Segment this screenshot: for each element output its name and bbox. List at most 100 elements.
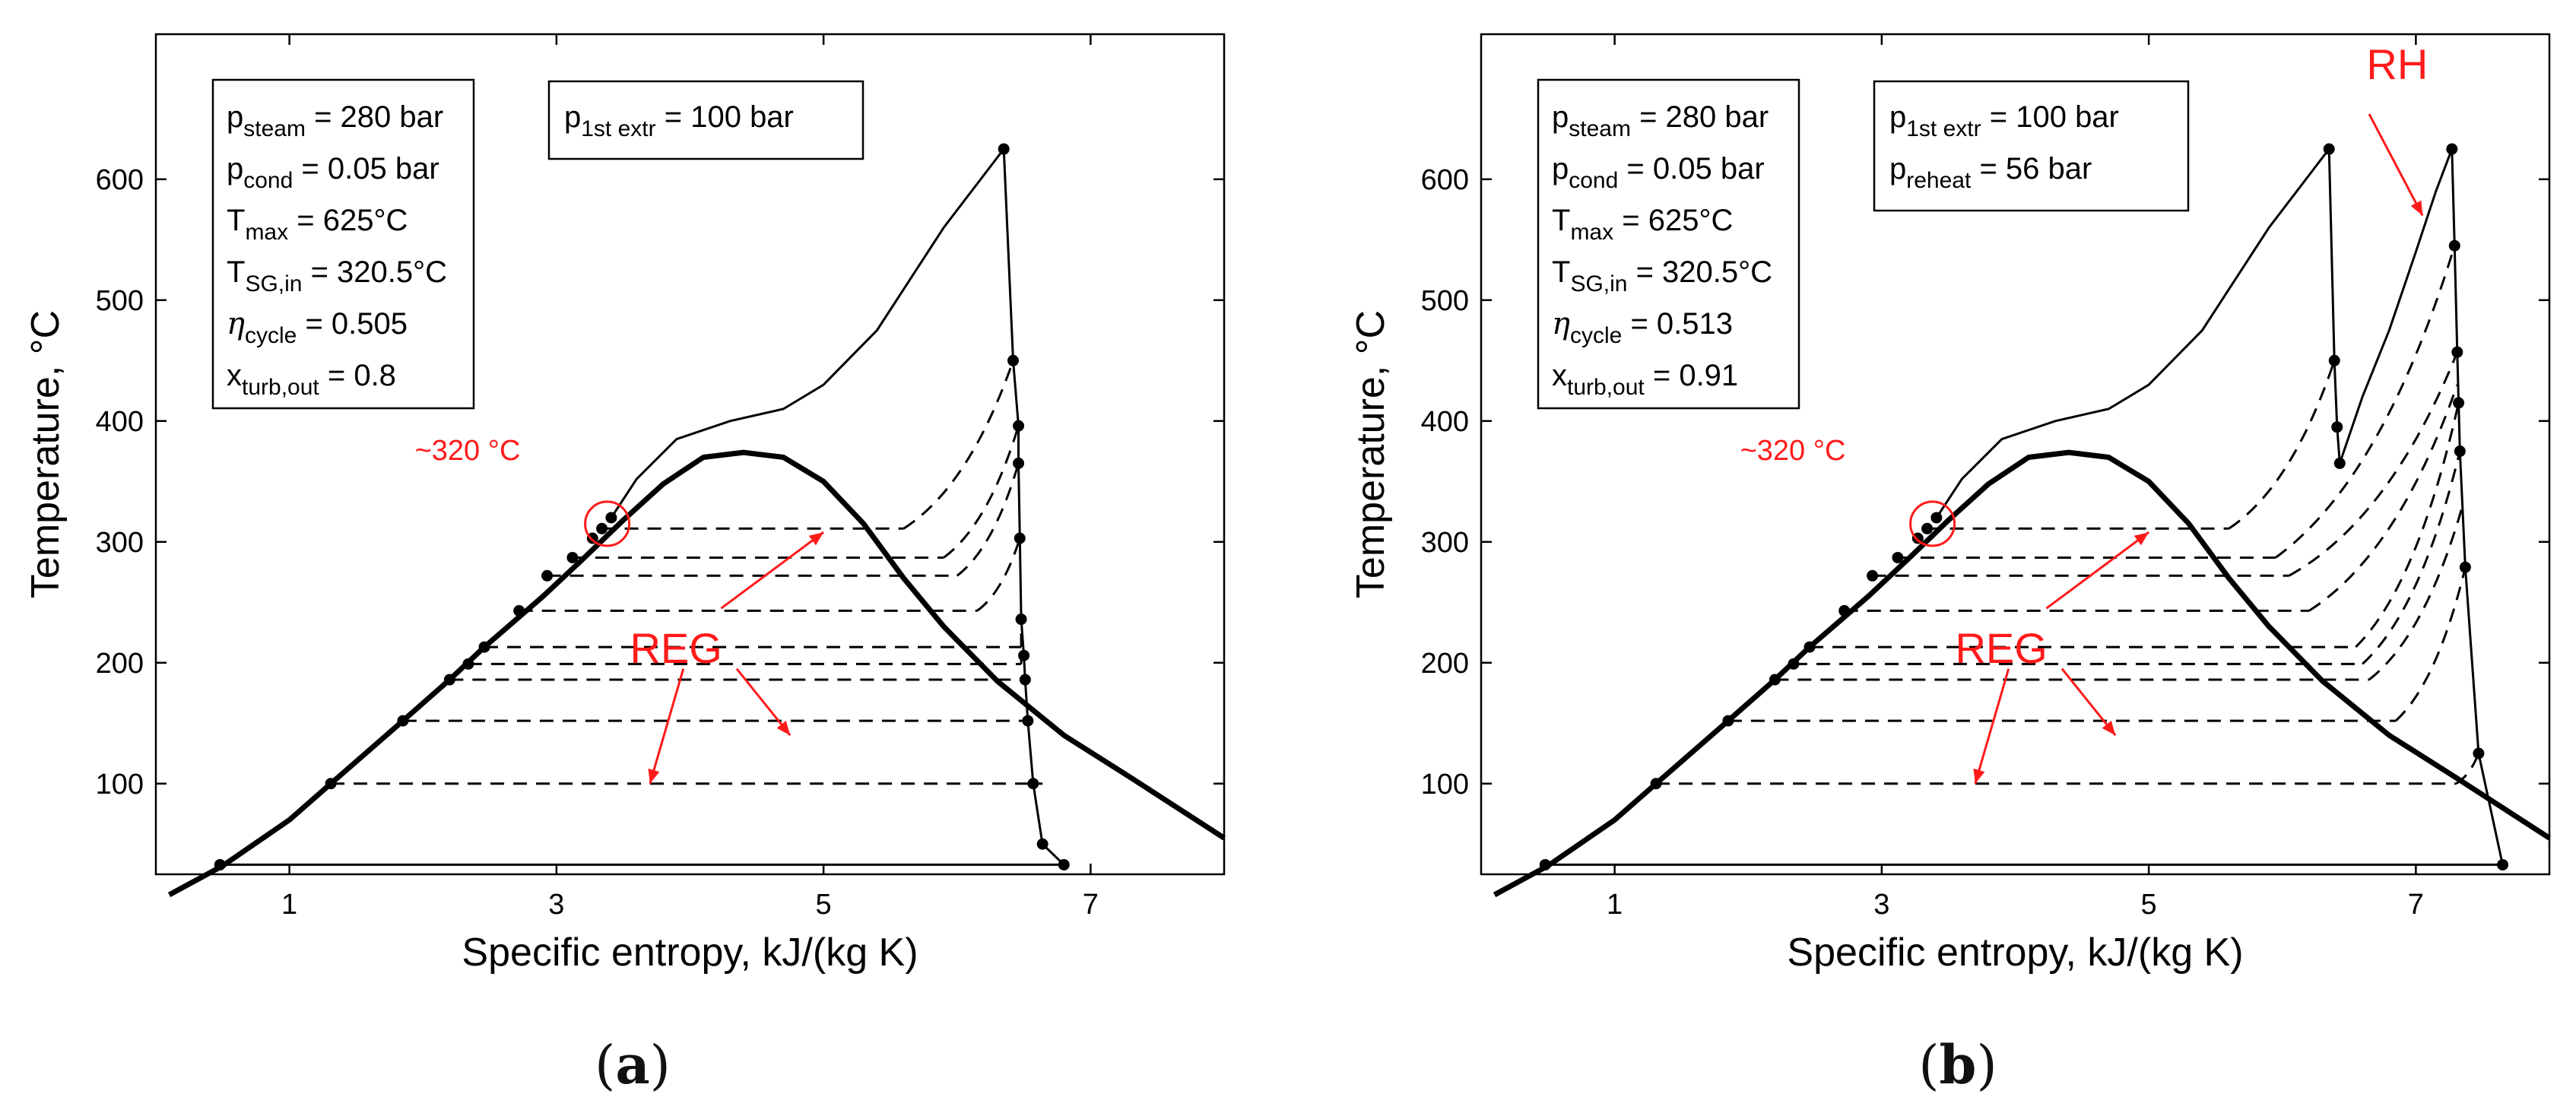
extraction-pressure-box <box>547 80 864 160</box>
cycle-parameter-line: ηcycle = 0.505 <box>227 306 408 348</box>
reg-arrow-down-head <box>776 720 791 736</box>
hp-turbine-state-point <box>2328 354 2340 366</box>
pump-state-point <box>541 569 554 582</box>
pump-state-point <box>1788 658 1800 670</box>
y-tick-label: 200 <box>1421 648 1469 680</box>
hp-turbine-state-point <box>2333 457 2346 469</box>
cycle-parameter-line: ηcycle = 0.513 <box>1552 306 1733 348</box>
lp-turbine-state-point <box>2473 747 2485 759</box>
circle-annotation <box>584 500 631 547</box>
reg-arrow-up <box>2045 531 2150 610</box>
cycle-parameter-line: Tmax = 625°C <box>227 204 408 245</box>
panel-a: 1 3 5 7 100 200 300 400 500 600 Specific entropy, … <box>24 33 1226 975</box>
x-tick-label: 5 <box>2141 889 2157 921</box>
x-axis-label: Specific entropy, kJ/(kg K) <box>1787 931 2243 975</box>
turbine-state-point <box>1022 715 1034 727</box>
pump-state-point <box>462 658 474 670</box>
lp-turbine-state-point <box>2497 858 2509 870</box>
y-axis-label: Temperature, °C <box>1349 310 1393 598</box>
y-tick-label: 400 <box>96 406 144 438</box>
plot-frame <box>154 33 1226 876</box>
extraction-dashed-curve <box>956 462 1020 577</box>
y-tick-label: 600 <box>1421 164 1469 196</box>
panel-b: 1 3 5 7 100 200 300 400 500 600 Specific entropy, … <box>1349 33 2551 975</box>
y-tick-label: 500 <box>96 285 144 317</box>
rh-label: RH <box>2366 40 2428 88</box>
cycle-parameter-line: xturb,out = 0.91 <box>1552 359 1738 400</box>
pump-state-point <box>397 715 409 727</box>
x-tick-label: 5 <box>816 889 832 921</box>
temperature-annotation: ~320 °C <box>1740 435 1846 467</box>
lp-turbine-state-point <box>2453 397 2465 409</box>
pump-state-point <box>1867 569 1879 582</box>
pump-state-point <box>1921 522 1934 534</box>
y-tick-label: 400 <box>1421 406 1469 438</box>
pump-state-point <box>1722 715 1734 727</box>
extraction-dashed-curve <box>2288 351 2459 577</box>
extraction-dashed-curve <box>2362 451 2461 665</box>
extraction-dashed-curve <box>2394 566 2467 722</box>
reheat-line <box>2338 148 2454 464</box>
pump-state-point <box>478 641 490 653</box>
turbine-state-point <box>1027 778 1039 790</box>
cycle-parameter-line: TSG,in = 320.5°C <box>227 255 447 296</box>
cycle-parameter-line: pcond = 0.05 bar <box>1552 152 1765 193</box>
temperature-annotation: ~320 °C <box>415 435 521 467</box>
y-tick-label: 200 <box>96 648 144 680</box>
y-tick-label: 600 <box>96 164 144 196</box>
pump-state-point <box>513 604 525 617</box>
cycle-parameter-line: Tmax = 625°C <box>1552 204 1733 245</box>
lp-turbine-state-point <box>2454 446 2466 458</box>
reg-arrow-up-head <box>808 532 824 546</box>
y-tick-label: 300 <box>96 527 144 559</box>
reg-arrow-down <box>2060 667 2117 737</box>
pump-state-point <box>443 674 455 686</box>
pump-state-point <box>596 522 608 534</box>
x-tick-label: 1 <box>281 889 297 921</box>
extraction-pressure-line: p1st extr = 100 bar <box>564 100 794 141</box>
cycle-parameters-box <box>211 78 475 410</box>
steam-generator-heating-line <box>1935 148 2330 518</box>
extraction-pressure-line: preheat = 56 bar <box>1889 152 2092 193</box>
reg-arrow-up-head <box>2133 532 2149 546</box>
pump-state-point <box>1804 641 1816 653</box>
pump-state-point <box>605 512 617 524</box>
reg-arrow-left <box>649 668 685 785</box>
turbine-state-point <box>1019 674 1031 686</box>
lp-turbine-expansion-line <box>2451 148 2504 865</box>
hp-turbine-state-point <box>2331 421 2343 433</box>
pump-state-point <box>1930 512 1943 524</box>
y-axis-label: Temperature, °C <box>24 310 68 598</box>
y-tick-label: 300 <box>1421 527 1469 559</box>
cycle-parameter-line: psteam = 280 bar <box>227 100 443 141</box>
extraction-dashed-curve <box>2368 505 2464 681</box>
cycle-parameter-line: TSG,in = 320.5°C <box>1552 255 1772 296</box>
extraction-pressure-line: p1st extr = 100 bar <box>1889 100 2119 141</box>
x-axis-label: Specific entropy, kJ/(kg K) <box>462 931 918 975</box>
turbine-state-point <box>1015 614 1027 626</box>
cycle-parameters-box <box>1537 78 1800 410</box>
pump-state-point <box>325 778 337 790</box>
saturation-dome-line <box>167 449 1226 898</box>
steam-generator-heating-line <box>610 148 1005 518</box>
reg-label: REG <box>1955 624 2047 672</box>
reg-arrow-up <box>720 531 825 610</box>
hp-turbine-expansion-line <box>2327 148 2341 464</box>
circle-annotation <box>1909 500 1956 547</box>
x-tick-label: 7 <box>1083 889 1099 921</box>
panel-label-a: (a) <box>595 1033 671 1096</box>
turbine-state-point <box>1036 838 1048 850</box>
turbine-expansion-line <box>1002 148 1065 866</box>
extraction-pressure-box <box>1873 80 2190 212</box>
pump-state-point <box>1892 551 1904 563</box>
extraction-dashed-curve <box>2308 384 2459 612</box>
turbine-state-point <box>1007 354 1020 366</box>
reg-arrow-left-head <box>648 768 660 784</box>
lp-turbine-state-point <box>2446 143 2458 155</box>
reg-arrow-left <box>1974 668 2010 785</box>
pump-state-point <box>1539 858 1551 870</box>
plot-frame <box>1480 33 2551 876</box>
turbine-state-point <box>1058 858 1070 870</box>
lp-turbine-state-point <box>2448 239 2460 252</box>
